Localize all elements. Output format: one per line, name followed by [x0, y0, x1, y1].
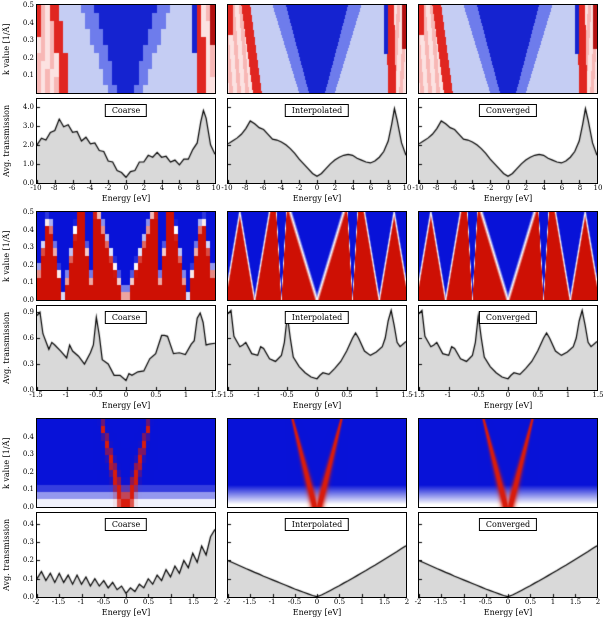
bandstructure-heatmap: [36, 418, 216, 508]
energy-axis-label: Energy [eV]: [101, 608, 151, 617]
transmission-axis-label: Avg. transmission: [2, 104, 11, 178]
transmission-wrap: Coarse: [36, 98, 216, 184]
energy-tick-labels: -2 -1.5 -1 -0.5 0 0.5 1 1.5 2: [32, 598, 219, 606]
panel-label-box: Converged: [478, 311, 538, 324]
transmission-wrap: Interpolated: [227, 512, 407, 598]
energy-tick-labels: -10 -8 -6 -4 -2 0 2 4 6 8 10: [221, 184, 412, 192]
energy-axis-label: Energy [eV]: [483, 194, 533, 203]
k-axis-label: k value [1/Å]: [2, 23, 11, 75]
bandstructure-heatmap: [227, 418, 407, 508]
figure-row-3: k value [1/Å] 0.4 0.3 0.2 0.1 0.0 Avg. trans…: [2, 418, 609, 618]
energy-axis-label: Energy [eV]: [292, 608, 342, 617]
energy-tick-labels: -2 -1.5 -1 -0.5 0 0.5 1 1.5 2: [414, 598, 601, 606]
transmission-wrap: Converged: [418, 305, 598, 391]
k-tick-labels: 0.4 0.3 0.2 0.1 0.0: [22, 432, 34, 511]
panel-row3-converged: Converged -2 -1.5 -1 -0.5 0 0.5 1 1.5 2 Energy […: [414, 418, 601, 618]
energy-tick-labels: -1.5 -1 -0.5 0 0.5 1 1.5: [29, 391, 222, 399]
panel-label-box: Interpolated: [284, 518, 350, 531]
bandstructure-heatmap: [418, 418, 598, 508]
transmission-wrap: Coarse: [36, 305, 216, 391]
transmission-wrap: Coarse: [36, 512, 216, 598]
energy-tick-labels: -1.5 -1 -0.5 0 0.5 1 1.5: [411, 391, 604, 399]
bandstructure-heatmap: [227, 211, 407, 301]
energy-tick-labels: -2 -1.5 -1 -0.5 0 0.5 1 1.5 2: [223, 598, 410, 606]
energy-axis-label: Energy [eV]: [101, 401, 151, 410]
energy-axis-label: Energy [eV]: [101, 194, 151, 203]
bandstructure-heatmap: [36, 4, 216, 94]
panel-label-box: Interpolated: [284, 311, 350, 324]
panel-label-box: Interpolated: [284, 104, 350, 117]
transmission-tick-labels: 4.0 3.0 2.0 1.0 0.0: [22, 102, 34, 187]
panel-row1-coarse: Coarse -10 -8 -6 -4 -2 0 2 4 6 8 10 Energy [eV]: [30, 4, 221, 204]
row3-y-axis-gutter: k value [1/Å] 0.4 0.3 0.2 0.1 0.0 Avg. trans…: [2, 418, 36, 618]
energy-axis-label: Energy [eV]: [483, 608, 533, 617]
panel-row1-converged: Converged -10 -8 -6 -4 -2 0 2 4 6 8 10 Energy [eV]: [412, 4, 603, 204]
energy-axis-label: Energy [eV]: [483, 401, 533, 410]
energy-axis-label: Energy [eV]: [292, 194, 342, 203]
k-tick-labels: 0.5 0.4 0.3 0.2 0.1 0.0: [22, 208, 34, 304]
k-tick-labels: 0.5 0.4 0.3 0.2 0.1: [22, 1, 34, 80]
transmission-tick-labels: 0.9 0.6 0.3 0.0: [22, 308, 34, 394]
bandstructure-heatmap: [418, 211, 598, 301]
avg-transmission-plot: [418, 512, 598, 598]
panel-label-box: Coarse: [104, 104, 148, 117]
transmission-wrap: Converged: [418, 512, 598, 598]
panel-row3-interpolated: Interpolated -2 -1.5 -1 -0.5 0 0.5 1 1.5 2 Energ…: [223, 418, 410, 618]
energy-axis-label: Energy [eV]: [292, 401, 342, 410]
panel-row1-interpolated: Interpolated -10 -8 -6 -4 -2 0 2 4 6 8 10 Energy […: [221, 4, 412, 204]
panel-label-box: Coarse: [104, 518, 148, 531]
panel-label-box: Coarse: [104, 311, 148, 324]
panel-row2-interpolated: Interpolated -1.5 -1 -0.5 0 0.5 1 1.5 Energy […: [220, 211, 413, 411]
row1-y-axis-gutter: k value [1/Å] 0.5 0.4 0.3 0.2 0.1 Avg. trans…: [2, 1, 36, 204]
transmission-axis-label: Avg. transmission: [2, 518, 11, 592]
panel-label-box: Converged: [478, 104, 538, 117]
panel-row2-converged: Converged -1.5 -1 -0.5 0 0.5 1 1.5 Energy [eV]: [411, 211, 604, 411]
transmission-wrap: Interpolated: [227, 98, 407, 184]
panel-row3-coarse: Coarse -2 -1.5 -1 -0.5 0 0.5 1 1.5 2 Energy [eV]: [32, 418, 219, 618]
figure-row-1: k value [1/Å] 0.5 0.4 0.3 0.2 0.1 Avg. trans…: [2, 1, 609, 204]
row2-y-axis-gutter: k value [1/Å] 0.5 0.4 0.3 0.2 0.1 0.0 Avg. tr…: [2, 208, 36, 411]
energy-tick-labels: -1.5 -1 -0.5 0 0.5 1 1.5: [220, 391, 413, 399]
k-axis-label: k value [1/Å]: [2, 437, 11, 489]
bandstructure-heatmap: [418, 4, 598, 94]
panel-label-box: Converged: [478, 518, 538, 531]
transmission-axis-label: Avg. transmission: [2, 311, 11, 385]
k-axis-label: k value [1/Å]: [2, 230, 11, 282]
energy-tick-labels: -10 -8 -6 -4 -2 0 2 4 6 8 10: [30, 184, 221, 192]
panel-row2-coarse: Coarse -1.5 -1 -0.5 0 0.5 1 1.5 Energy [eV]: [29, 211, 222, 411]
bandstructure-heatmap: [227, 4, 407, 94]
transmission-wrap: Interpolated: [227, 305, 407, 391]
energy-tick-labels: -10 -8 -6 -4 -2 0 2 4 6 8 10: [412, 184, 603, 192]
transmission-tick-labels: 0.4 0.3 0.2 0.1 0.0: [22, 519, 34, 601]
transmission-wrap: Converged: [418, 98, 598, 184]
figure: k value [1/Å] 0.5 0.4 0.3 0.2 0.1 Avg. trans…: [2, 1, 609, 618]
bandstructure-heatmap: [36, 211, 216, 301]
figure-row-2: k value [1/Å] 0.5 0.4 0.3 0.2 0.1 0.0 Avg. tr…: [2, 208, 609, 411]
